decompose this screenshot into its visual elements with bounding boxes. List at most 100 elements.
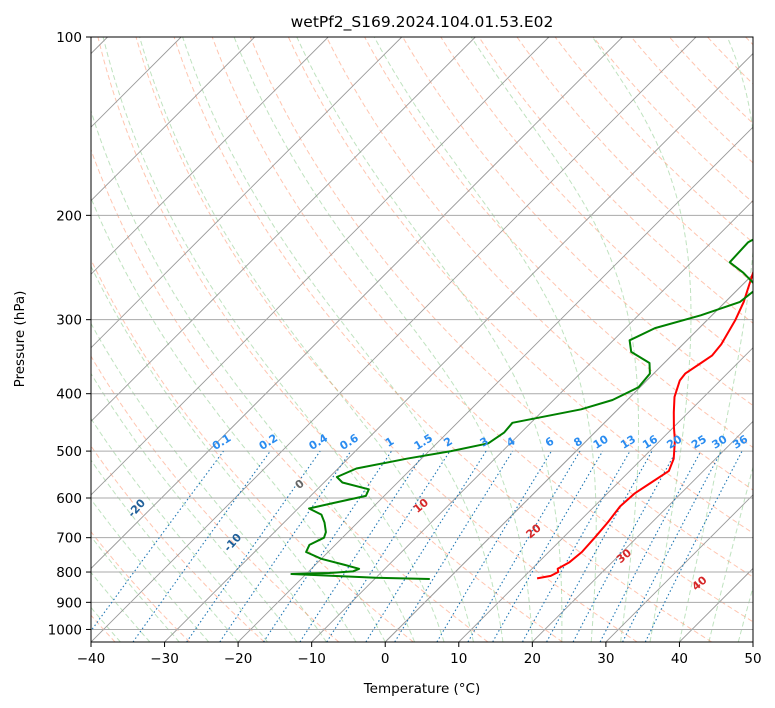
mixing-ratio-line — [599, 450, 702, 642]
moist-adiabat — [470, 37, 640, 642]
plot-area: 0.10.20.40.611.52346810131620253036-100-… — [39, 37, 753, 642]
moist-adiabat — [233, 37, 533, 642]
x-tick-label: 30 — [597, 651, 614, 667]
moist-adiabat — [373, 37, 597, 642]
mixing-ratio-line — [467, 450, 581, 642]
isotherm — [311, 200, 753, 642]
mixing-ratio-line — [263, 450, 392, 642]
dewpoint-line — [290, 238, 753, 580]
dry-adiabat — [91, 258, 414, 642]
x-tick-label: 10 — [450, 651, 467, 667]
isotherm — [91, 37, 476, 422]
mixing-ratio-line — [132, 450, 271, 642]
isotherm — [679, 567, 753, 642]
x-tick-label: 20 — [524, 651, 541, 667]
moist-adiabat — [139, 37, 474, 642]
y-axis-ticks: 100 200 300 400 500 600 700 800 900 1000 — [48, 30, 91, 638]
moist-adiabat — [591, 37, 692, 642]
dry-adiabat — [91, 148, 489, 642]
y-tick-label: 300 — [56, 313, 82, 329]
mixing-ratio-label: 16 — [640, 432, 660, 451]
isotherm — [237, 126, 753, 642]
dry-adiabat — [326, 37, 753, 491]
moist-adiabat — [708, 465, 753, 642]
moist-adiabat-label: 0 — [293, 477, 307, 492]
moist-adiabat — [91, 498, 210, 642]
isotherm — [164, 52, 753, 642]
mixing-ratio-label: 13 — [618, 433, 638, 452]
moist-adiabat-label: 10 — [411, 496, 431, 516]
mixing-ratio-label: 36 — [730, 432, 750, 451]
y-tick-label: 600 — [56, 491, 82, 507]
isotherm — [384, 273, 753, 642]
mixing-ratio-lines — [91, 450, 743, 642]
mixing-ratio-label: 0.1 — [210, 431, 233, 452]
plot-frame — [90, 36, 754, 643]
x-tick-label: −10 — [297, 651, 326, 667]
dry-adiabat — [364, 37, 753, 449]
isotherm — [91, 37, 550, 496]
dry-adiabat — [745, 37, 753, 46]
mixing-ratio-label: 30 — [710, 432, 730, 451]
mixing-ratio-line — [219, 450, 352, 642]
x-tick-label: −30 — [150, 651, 179, 667]
dry-adiabat — [402, 37, 753, 407]
moist-adiabat — [91, 196, 386, 642]
mixing-ratio-line — [436, 450, 552, 642]
dry-adiabat — [211, 37, 753, 623]
dry-adiabat — [669, 37, 753, 125]
mixing-ratio-line — [186, 450, 321, 642]
dry-adiabat — [173, 37, 713, 642]
dry-adiabat-label: -20 — [125, 496, 148, 520]
moist-adiabat — [91, 459, 239, 642]
moist-adiabat — [678, 37, 753, 642]
mixing-ratio-label: 0.4 — [307, 431, 331, 453]
isotherm — [752, 641, 753, 642]
moist-adiabat-label: 20 — [524, 521, 544, 541]
isotherm — [91, 37, 329, 275]
mixing-ratio-line — [644, 450, 743, 642]
moist-adiabat — [737, 585, 753, 642]
mixing-ratio-line — [91, 450, 224, 632]
isobars — [91, 37, 753, 630]
y-tick-label: 800 — [56, 565, 82, 581]
mixing-ratio-label: 1 — [383, 435, 396, 450]
mixing-ratio-label: 20 — [664, 432, 684, 451]
x-axis-label: Temperature (°C) — [363, 681, 481, 697]
sounding-series — [290, 238, 753, 580]
moist-adiabat — [91, 322, 327, 642]
dry-adiabat — [97, 37, 563, 642]
dry-adiabat — [249, 37, 753, 578]
isotherm-zero — [384, 273, 753, 642]
mixing-ratio-line — [522, 450, 631, 642]
dry-adiabats — [91, 37, 753, 642]
x-tick-label: 0 — [381, 651, 390, 667]
y-tick-label: 100 — [56, 30, 82, 46]
isotherm — [605, 494, 753, 642]
x-axis-ticks: −40 −30 −20 −10 0 10 20 30 40 50 — [77, 642, 762, 667]
dry-adiabat-label: -10 — [221, 531, 244, 555]
mixing-ratio-line — [546, 450, 653, 642]
dry-adiabat — [91, 355, 340, 642]
temperature-line — [536, 269, 753, 580]
y-tick-label: 500 — [56, 444, 82, 460]
x-tick-label: 50 — [744, 651, 761, 667]
isotherm — [532, 420, 753, 642]
isotherm — [91, 37, 623, 570]
y-tick-label: 200 — [56, 208, 82, 224]
mixing-ratio-label: 0.2 — [257, 431, 280, 452]
mixing-ratio-label: 10 — [591, 432, 611, 451]
isotherm — [91, 37, 403, 349]
moist-adiabat — [91, 417, 268, 642]
isotherms — [91, 37, 753, 642]
moist-adiabat — [182, 37, 504, 642]
y-tick-label: 900 — [56, 595, 82, 611]
dry-adiabat-label: -30 — [39, 466, 62, 490]
isotherm — [458, 347, 753, 642]
mixing-ratio-line — [394, 450, 514, 642]
mixing-ratio-label: 1.5 — [412, 431, 435, 452]
x-tick-label: −40 — [77, 651, 106, 667]
moist-adiabat-label: 30 — [614, 546, 634, 566]
x-tick-label: 40 — [671, 651, 688, 667]
